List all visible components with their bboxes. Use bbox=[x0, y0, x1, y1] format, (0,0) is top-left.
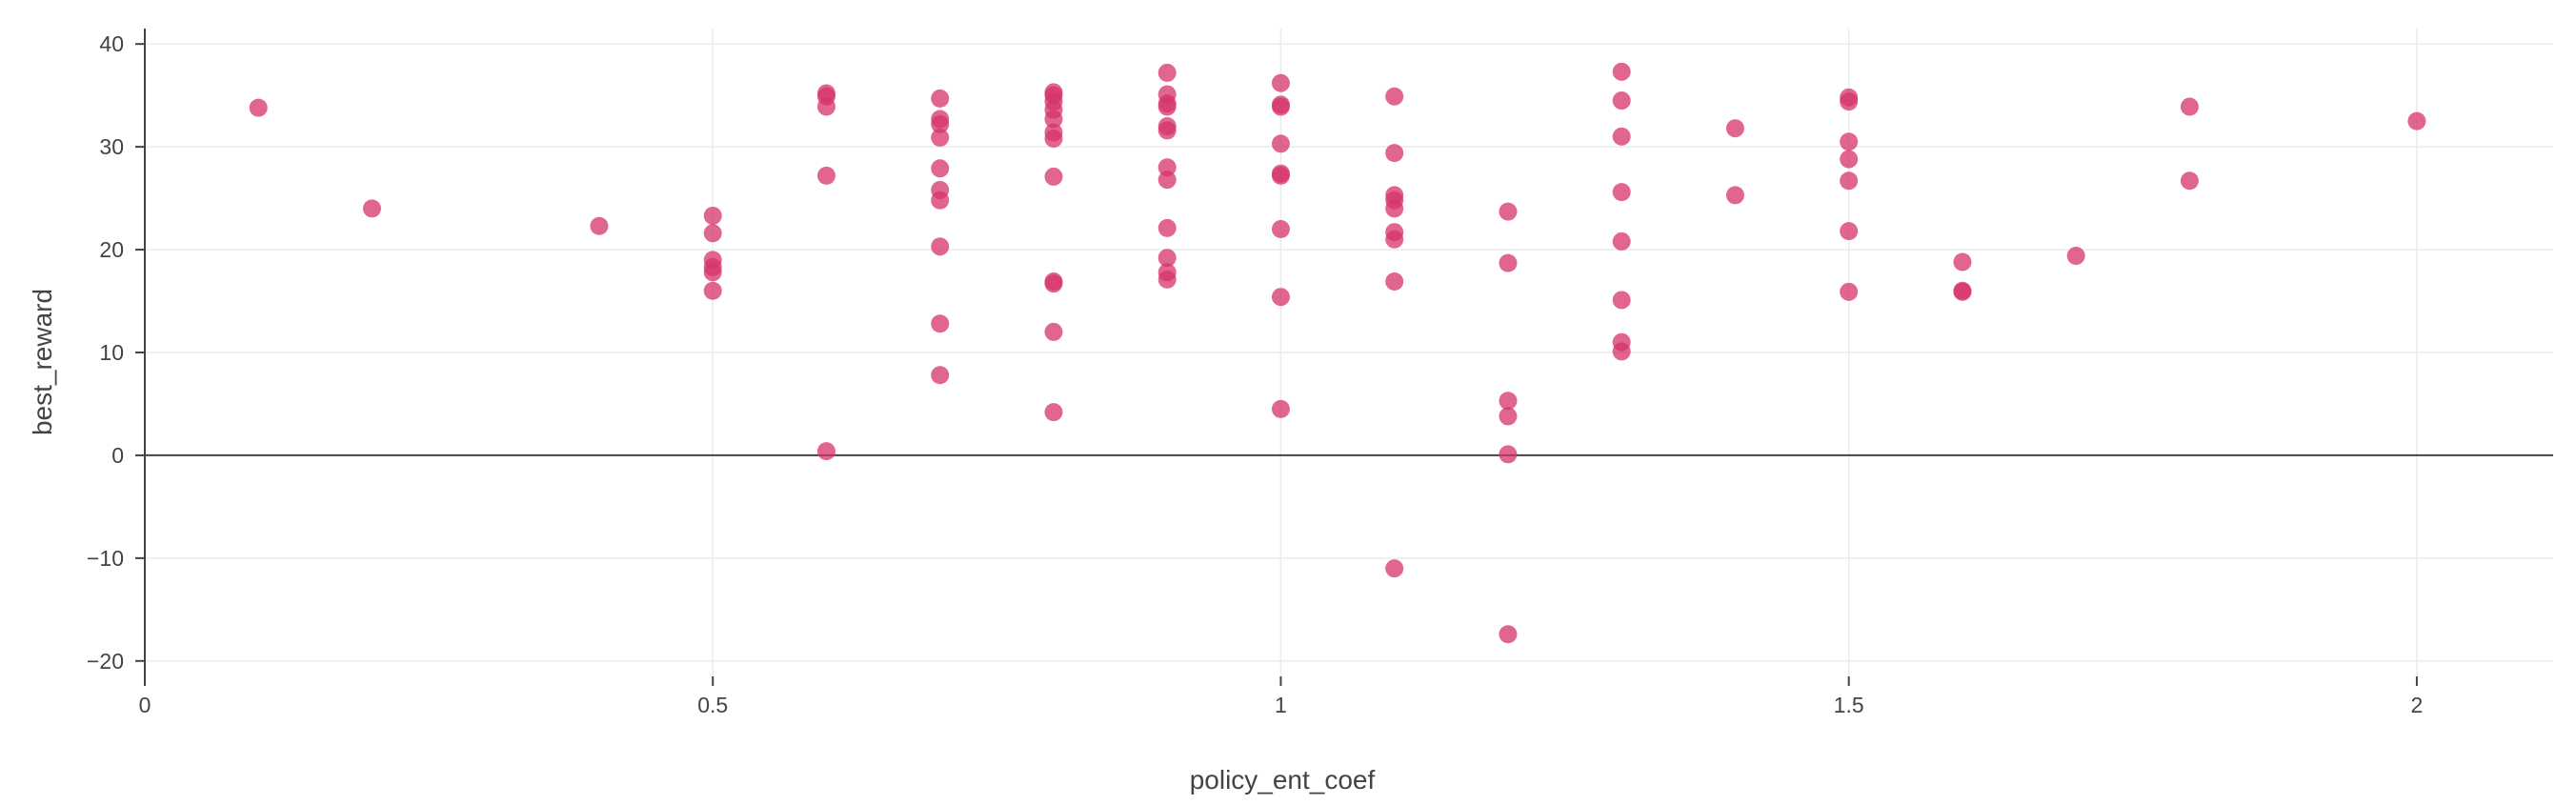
data-point[interactable] bbox=[1840, 282, 1859, 301]
data-point[interactable] bbox=[1840, 92, 1859, 111]
y-tick-label: 20 bbox=[99, 237, 124, 262]
data-point[interactable] bbox=[1044, 110, 1063, 129]
data-point[interactable] bbox=[2407, 111, 2426, 131]
data-point[interactable] bbox=[1840, 171, 1859, 191]
data-point[interactable] bbox=[1840, 132, 1859, 151]
data-point[interactable] bbox=[1271, 97, 1290, 116]
data-point[interactable] bbox=[1044, 129, 1063, 148]
x-axis-title: policy_ent_coef bbox=[1190, 765, 1376, 795]
data-point[interactable] bbox=[2180, 171, 2199, 191]
data-point[interactable] bbox=[931, 89, 950, 108]
data-point[interactable] bbox=[1157, 270, 1177, 289]
data-point[interactable] bbox=[1612, 62, 1631, 81]
data-point[interactable] bbox=[1840, 222, 1859, 241]
data-point[interactable] bbox=[1271, 219, 1290, 238]
data-point[interactable] bbox=[1499, 253, 1518, 272]
tick-labels: −20 −10 0 10 20 30 40 0 0.5 1 1.5 2 bbox=[87, 31, 2423, 717]
data-point[interactable] bbox=[703, 263, 722, 282]
data-point[interactable] bbox=[931, 128, 950, 147]
data-point[interactable] bbox=[1157, 97, 1177, 116]
data-point[interactable] bbox=[1953, 282, 1972, 301]
data-point[interactable] bbox=[1499, 625, 1518, 644]
data-point[interactable] bbox=[1840, 150, 1859, 169]
data-point[interactable] bbox=[1612, 183, 1631, 202]
data-point[interactable] bbox=[1157, 171, 1177, 190]
x-tick-label: 1.5 bbox=[1834, 693, 1864, 717]
data-point[interactable] bbox=[1271, 134, 1290, 153]
grid-lines bbox=[145, 29, 2553, 676]
data-point[interactable] bbox=[1385, 230, 1404, 249]
data-point[interactable] bbox=[1612, 91, 1631, 111]
data-point[interactable] bbox=[1385, 272, 1404, 292]
x-tick-label: 0 bbox=[139, 693, 151, 717]
data-point[interactable] bbox=[1953, 252, 1972, 272]
data-point[interactable] bbox=[362, 199, 381, 218]
data-point[interactable] bbox=[2066, 247, 2085, 266]
data-point[interactable] bbox=[1385, 87, 1404, 106]
axes bbox=[135, 29, 2553, 686]
data-point[interactable] bbox=[1612, 342, 1631, 361]
data-point[interactable] bbox=[1157, 218, 1177, 237]
data-point[interactable] bbox=[590, 216, 609, 235]
data-point[interactable] bbox=[931, 237, 950, 256]
data-point[interactable] bbox=[1725, 186, 1744, 205]
data-point[interactable] bbox=[1271, 399, 1290, 418]
x-tick-label: 1 bbox=[1275, 693, 1287, 717]
y-tick-label: −10 bbox=[87, 546, 124, 571]
data-point[interactable] bbox=[931, 191, 950, 210]
data-point[interactable] bbox=[1499, 407, 1518, 426]
data-point[interactable] bbox=[1612, 127, 1631, 146]
data-point[interactable] bbox=[931, 366, 950, 385]
y-tick-label: 10 bbox=[99, 340, 124, 365]
data-point[interactable] bbox=[1499, 202, 1518, 221]
data-point[interactable] bbox=[703, 206, 722, 225]
data-point[interactable] bbox=[931, 314, 950, 333]
data-point[interactable] bbox=[1725, 119, 1744, 138]
data-point[interactable] bbox=[1385, 559, 1404, 578]
data-point[interactable] bbox=[703, 281, 722, 300]
data-point[interactable] bbox=[1044, 322, 1063, 341]
data-point[interactable] bbox=[1157, 249, 1177, 268]
data-point[interactable] bbox=[1044, 274, 1063, 293]
data-point[interactable] bbox=[703, 224, 722, 243]
data-point[interactable] bbox=[1499, 392, 1518, 411]
y-tick-label: −20 bbox=[87, 649, 124, 674]
data-point[interactable] bbox=[816, 97, 835, 116]
data-point[interactable] bbox=[1271, 73, 1290, 92]
data-point[interactable] bbox=[1612, 291, 1631, 310]
y-tick-label: 0 bbox=[111, 443, 124, 468]
y-tick-label: 40 bbox=[99, 31, 124, 56]
data-point[interactable] bbox=[1385, 144, 1404, 163]
data-point[interactable] bbox=[249, 98, 268, 117]
data-point[interactable] bbox=[1157, 121, 1177, 140]
data-point[interactable] bbox=[1612, 231, 1631, 251]
data-point[interactable] bbox=[1385, 199, 1404, 218]
data-point[interactable] bbox=[1044, 403, 1063, 422]
y-tick-label: 30 bbox=[99, 134, 124, 159]
data-point[interactable] bbox=[931, 159, 950, 178]
x-tick-label: 2 bbox=[2411, 693, 2424, 717]
x-tick-label: 0.5 bbox=[697, 693, 728, 717]
y-axis-title: best_reward bbox=[28, 289, 57, 435]
data-points bbox=[249, 62, 2426, 644]
data-point[interactable] bbox=[2180, 97, 2199, 116]
data-point[interactable] bbox=[1157, 63, 1177, 82]
data-point[interactable] bbox=[1271, 288, 1290, 307]
data-point[interactable] bbox=[931, 114, 950, 133]
data-point[interactable] bbox=[816, 442, 835, 461]
data-point[interactable] bbox=[1044, 167, 1063, 186]
data-point[interactable] bbox=[1271, 166, 1290, 185]
data-point[interactable] bbox=[816, 166, 835, 185]
data-point[interactable] bbox=[1499, 445, 1518, 464]
